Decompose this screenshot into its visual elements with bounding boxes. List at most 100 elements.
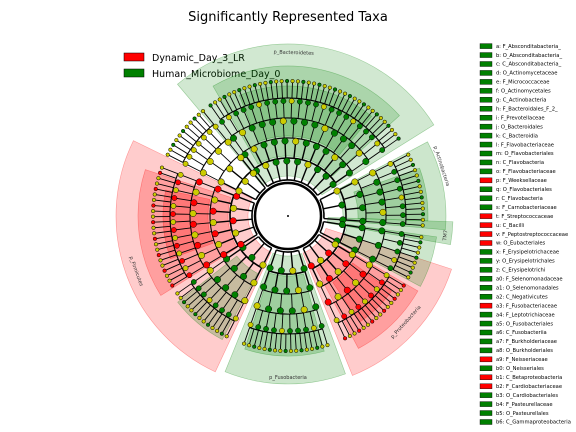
tree-node (316, 280, 324, 288)
tree-branch (191, 298, 204, 311)
tree-arc (374, 171, 387, 223)
tree-branch (380, 287, 395, 300)
shade-gammaproteobacteria (340, 224, 437, 287)
tree-node (382, 308, 387, 313)
tree-node (383, 272, 390, 279)
tree-node (313, 101, 319, 108)
tree-node (219, 307, 225, 314)
clade-key-text: a3: F_Fusobacteriaceae (496, 303, 557, 309)
tree-branch (357, 107, 369, 122)
tree-node (391, 169, 398, 175)
tree-node (399, 203, 406, 210)
tree-node (329, 181, 337, 188)
tree-node (345, 169, 353, 177)
tree-branch (153, 210, 171, 213)
tree-root-node (287, 215, 289, 217)
tree-node (268, 80, 273, 85)
tree-branch (186, 126, 200, 139)
tree-branch (388, 276, 404, 286)
clade-key-swatch (479, 177, 493, 184)
tree-node (387, 160, 394, 167)
tree-node (192, 188, 200, 196)
clade-key-text: a6: C_Fusobacteriia (496, 330, 547, 336)
tree-node (159, 165, 165, 170)
tree-branch (153, 220, 171, 223)
tree-branch (243, 88, 251, 105)
tree-node (250, 279, 258, 287)
tree-branch (183, 290, 198, 303)
tree-node (368, 292, 374, 299)
tree-node (415, 250, 420, 255)
tree-node (241, 297, 249, 305)
clade-key-text: b3: O_Cardiobacteriales (496, 393, 558, 399)
tree-node (211, 230, 219, 238)
tree-branch (169, 272, 185, 282)
tree-branch (361, 307, 373, 322)
tree-node (213, 100, 218, 105)
tree-branch (386, 280, 402, 291)
tree-branch (207, 310, 219, 326)
tree-branch (315, 84, 320, 102)
tree-node (350, 118, 357, 125)
tree-node (209, 219, 217, 226)
clade-key-swatch (479, 329, 493, 336)
tree-node (296, 98, 303, 105)
tree-node (361, 102, 366, 107)
clade-key-swatch (479, 276, 493, 282)
tree-node (333, 187, 341, 195)
tree-node (314, 166, 322, 174)
tree-node (341, 313, 348, 320)
clade-key-text: a8: O_Burkholderiales (496, 348, 553, 354)
clade-key-swatch (479, 231, 493, 237)
tree-branch (274, 333, 278, 351)
clade-key-swatch (479, 374, 493, 380)
tree-branch (173, 144, 188, 155)
tree-branch (328, 89, 336, 106)
tree-node (406, 152, 411, 157)
tree-node (211, 196, 219, 204)
tree-node (301, 79, 306, 84)
tree-node (294, 158, 302, 166)
tree-node (325, 249, 333, 257)
tree-arc (266, 179, 319, 196)
tree-arc (337, 276, 390, 324)
clade-key-swatch (479, 141, 493, 148)
tree-branch (403, 185, 420, 191)
tree-node (174, 242, 180, 249)
clade-key-swatch (479, 419, 493, 425)
tree-node (321, 103, 327, 110)
tree-branch (374, 295, 389, 308)
tree-node (193, 312, 198, 317)
tree-node (334, 268, 342, 276)
tree-node (417, 184, 422, 189)
tree-node (258, 81, 263, 86)
tree-node (273, 348, 278, 353)
tree-node (395, 292, 400, 297)
tree-node (233, 110, 239, 117)
clade-key-swatch (479, 267, 493, 273)
tree-arc (392, 162, 407, 225)
tree-node (164, 273, 169, 278)
tree-node (408, 270, 413, 275)
tree-node (352, 331, 357, 336)
tree-node (252, 83, 257, 88)
tree-branch (187, 294, 201, 307)
tree-node (325, 275, 333, 282)
tree-node (280, 98, 287, 104)
tree-node (312, 143, 320, 151)
tree-node (190, 199, 198, 207)
tree-node (262, 346, 267, 351)
tree-branch (349, 316, 360, 331)
tree-branch (269, 332, 273, 350)
tree-node (174, 138, 179, 143)
tree-branch (353, 313, 364, 329)
tree-node (210, 325, 215, 330)
tree-node (279, 79, 284, 84)
tree-node (322, 147, 330, 155)
tree-branch (202, 110, 215, 125)
tree-node (373, 286, 380, 292)
tree-branch (259, 83, 265, 101)
tree-node (343, 91, 348, 96)
clade-key-swatch (479, 204, 493, 210)
tree-node (418, 189, 423, 194)
